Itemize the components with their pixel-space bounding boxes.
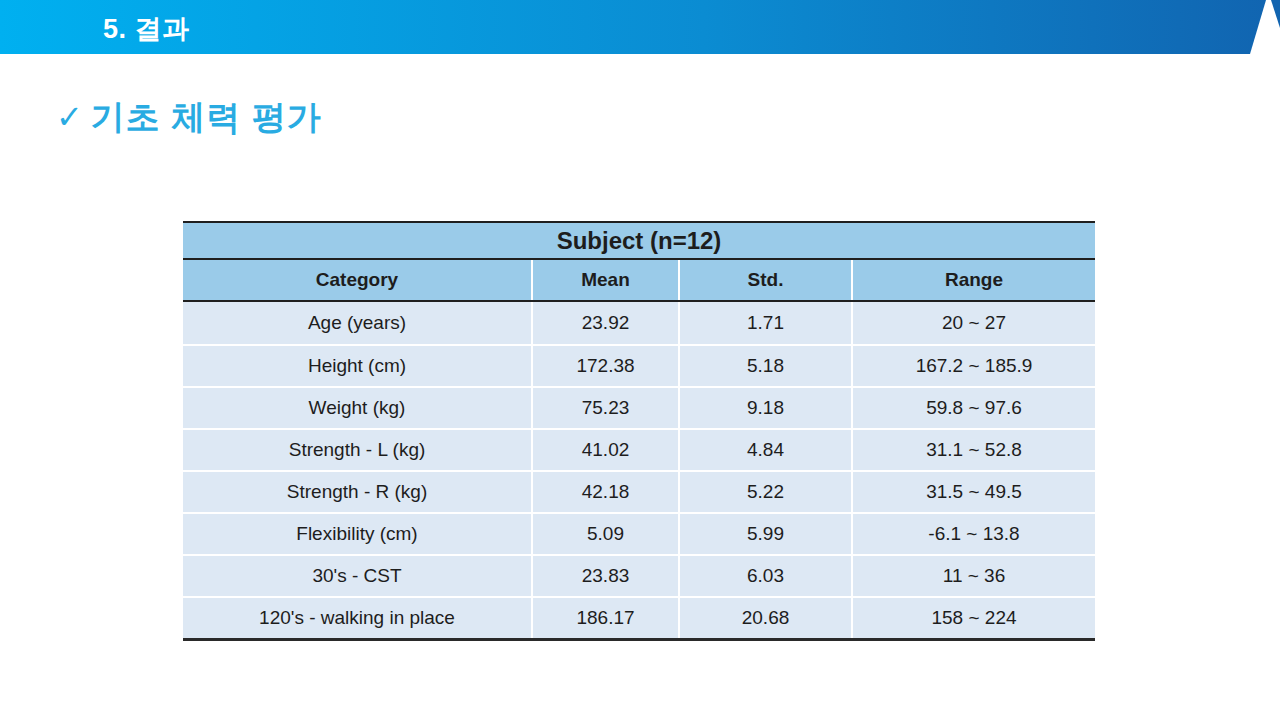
table-row-flexibility: Flexibility (cm) 5.09 5.99 -6.1 ~ 13.8: [183, 512, 1095, 554]
section-heading: ✓ 기초 체력 평가: [56, 100, 322, 134]
column-header-row: Category Mean Std. Range: [183, 260, 1095, 302]
column-header-std: Std.: [680, 260, 853, 300]
header-corner-sliver: [1268, 0, 1280, 28]
cell-std: 6.03: [680, 556, 853, 596]
cell-mean: 75.23: [533, 388, 680, 428]
table-title-row: Subject (n=12): [183, 223, 1095, 260]
cell-mean: 23.83: [533, 556, 680, 596]
stats-table: Subject (n=12) Category Mean Std. Range …: [183, 221, 1095, 641]
header-title: 5. 결과: [103, 11, 190, 47]
cell-category: Strength - L (kg): [183, 430, 533, 470]
cell-mean: 172.38: [533, 346, 680, 386]
column-header-range: Range: [853, 260, 1095, 300]
table-row-strength-r: Strength - R (kg) 42.18 5.22 31.5 ~ 49.5: [183, 470, 1095, 512]
cell-range: -6.1 ~ 13.8: [853, 514, 1095, 554]
cell-range: 59.8 ~ 97.6: [853, 388, 1095, 428]
table-row-age: Age (years) 23.92 1.71 20 ~ 27: [183, 302, 1095, 344]
column-header-category: Category: [183, 260, 533, 300]
table-row-cst: 30's - CST 23.83 6.03 11 ~ 36: [183, 554, 1095, 596]
cell-mean: 5.09: [533, 514, 680, 554]
cell-range: 11 ~ 36: [853, 556, 1095, 596]
table-row-weight: Weight (kg) 75.23 9.18 59.8 ~ 97.6: [183, 386, 1095, 428]
cell-std: 4.84: [680, 430, 853, 470]
table-row-walking: 120's - walking in place 186.17 20.68 15…: [183, 596, 1095, 638]
cell-category: Strength - R (kg): [183, 472, 533, 512]
cell-std: 20.68: [680, 598, 853, 638]
table-title: Subject (n=12): [183, 223, 1095, 258]
cell-category: Height (cm): [183, 346, 533, 386]
cell-std: 5.18: [680, 346, 853, 386]
cell-category: 30's - CST: [183, 556, 533, 596]
checkmark-icon: ✓: [56, 101, 83, 133]
cell-range: 31.1 ~ 52.8: [853, 430, 1095, 470]
cell-mean: 41.02: [533, 430, 680, 470]
cell-category: Weight (kg): [183, 388, 533, 428]
cell-std: 9.18: [680, 388, 853, 428]
header-band: 5. 결과: [0, 0, 1280, 54]
slide: 5. 결과 ✓ 기초 체력 평가 Subject (n=12) Category…: [0, 0, 1280, 720]
cell-range: 167.2 ~ 185.9: [853, 346, 1095, 386]
cell-mean: 42.18: [533, 472, 680, 512]
table-row-height: Height (cm) 172.38 5.18 167.2 ~ 185.9: [183, 344, 1095, 386]
cell-range: 20 ~ 27: [853, 302, 1095, 344]
cell-category: Age (years): [183, 302, 533, 344]
cell-std: 5.99: [680, 514, 853, 554]
cell-std: 5.22: [680, 472, 853, 512]
column-header-mean: Mean: [533, 260, 680, 300]
cell-range: 158 ~ 224: [853, 598, 1095, 638]
table-row-strength-l: Strength - L (kg) 41.02 4.84 31.1 ~ 52.8: [183, 428, 1095, 470]
cell-range: 31.5 ~ 49.5: [853, 472, 1095, 512]
cell-category: 120's - walking in place: [183, 598, 533, 638]
cell-category: Flexibility (cm): [183, 514, 533, 554]
cell-mean: 23.92: [533, 302, 680, 344]
cell-mean: 186.17: [533, 598, 680, 638]
cell-std: 1.71: [680, 302, 853, 344]
section-title: 기초 체력 평가: [91, 100, 322, 134]
